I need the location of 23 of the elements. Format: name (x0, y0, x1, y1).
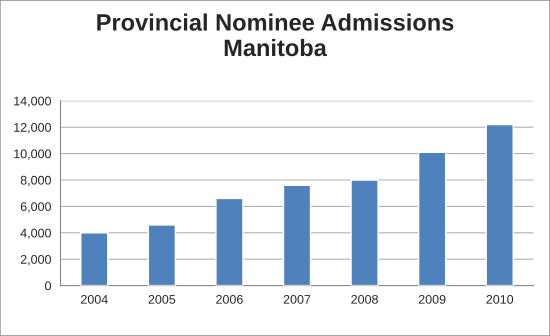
bar (486, 124, 514, 286)
bar (148, 224, 176, 286)
y-tick-label: 12,000 (14, 123, 51, 134)
bar (215, 198, 244, 286)
x-tick-label: 2007 (284, 294, 310, 304)
x-tick-label: 2004 (81, 294, 108, 304)
chart-title: Provincial Nominee Admissions Manitoba (97, 13, 454, 56)
x-tick-label: 2005 (148, 294, 176, 304)
x-tick-label: 2006 (216, 294, 243, 304)
y-tick-label: 2,000 (20, 255, 51, 266)
x-tick-label: 2010 (486, 294, 514, 304)
y-tick-label: 0 (45, 281, 51, 290)
y-tick-label: 6,000 (20, 202, 51, 213)
bar (282, 184, 312, 286)
y-tick-label: 4,000 (20, 228, 51, 239)
x-tick-label: 2009 (418, 294, 446, 304)
bar (80, 232, 108, 286)
bar (418, 152, 446, 286)
y-tick-label: 14,000 (14, 96, 51, 107)
x-tick-label: 2008 (351, 294, 378, 304)
bar (350, 179, 379, 286)
y-tick-label: 8,000 (20, 176, 51, 186)
y-tick-label: 10,000 (14, 149, 51, 160)
